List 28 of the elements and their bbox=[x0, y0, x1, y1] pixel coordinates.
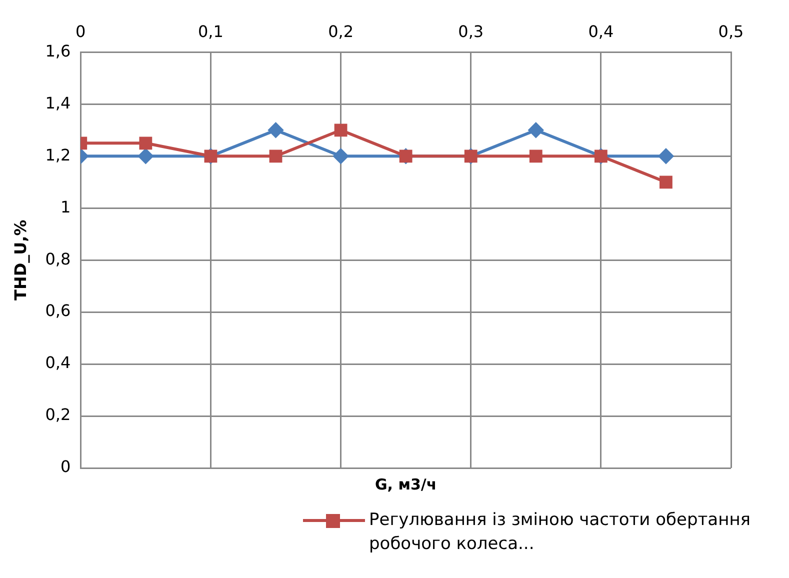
y-tick-label: 1,2 bbox=[45, 145, 71, 164]
y-axis-title: THD_U,% bbox=[10, 220, 30, 300]
y-tick-label: 0,6 bbox=[45, 301, 71, 320]
y-tick-label: 1,6 bbox=[45, 41, 71, 60]
point bbox=[660, 176, 672, 189]
x-tick-label: 0,1 bbox=[198, 22, 224, 41]
y-tick-label: 1 bbox=[60, 197, 71, 216]
y-tick-label: 0,4 bbox=[45, 353, 71, 372]
x-tick-label: 0,5 bbox=[718, 22, 744, 41]
x-tick-label: 0 bbox=[76, 22, 86, 41]
point bbox=[529, 150, 542, 163]
y-tick-label: 0 bbox=[60, 457, 71, 476]
point bbox=[138, 148, 154, 164]
legend-label: Регулювання із зміною частоти обертання робочого колеса... bbox=[369, 509, 752, 556]
point bbox=[528, 122, 544, 138]
x-tick-label: 0,3 bbox=[458, 22, 484, 41]
x-tick-label: 0,2 bbox=[328, 22, 354, 41]
point bbox=[269, 150, 282, 163]
y-tick-label: 0,8 bbox=[45, 249, 71, 268]
point bbox=[658, 148, 674, 164]
point bbox=[334, 124, 348, 137]
x-tick-label: 0,4 bbox=[588, 22, 614, 41]
point bbox=[333, 148, 348, 164]
x-axis-title: G, м3/ч bbox=[374, 475, 437, 494]
y-tick-label: 0,2 bbox=[45, 405, 71, 424]
point bbox=[268, 122, 284, 138]
y-tick-label: 1,4 bbox=[45, 93, 71, 112]
point bbox=[139, 136, 152, 150]
